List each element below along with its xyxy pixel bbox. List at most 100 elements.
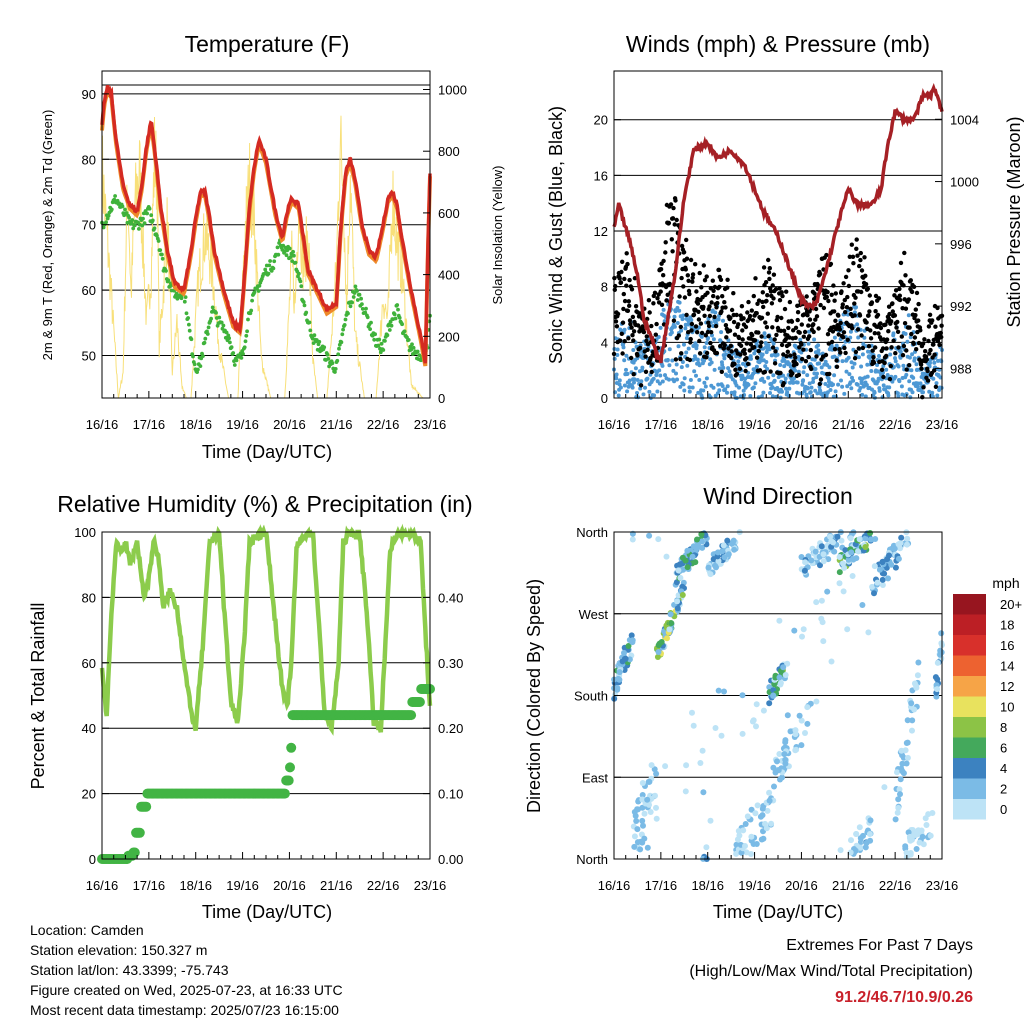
wind-gust-point	[928, 347, 933, 353]
wind-gust-point	[830, 329, 836, 334]
wind-gust-point	[629, 355, 634, 361]
wind-speed-point	[697, 363, 702, 368]
direction-point	[631, 843, 638, 850]
wind-gust-point	[854, 246, 859, 251]
wind-gust-point	[808, 347, 813, 353]
wind-gust-point	[663, 240, 668, 245]
wind-gust-point	[904, 367, 909, 372]
wind-speed-point	[888, 352, 893, 357]
humidity-ytick-label: 100	[74, 525, 96, 540]
wind-gust-point	[853, 295, 858, 300]
wind-speed-point	[839, 378, 843, 383]
wind-gust-point	[793, 325, 799, 330]
wind-speed-point	[766, 375, 771, 380]
direction-point	[715, 558, 722, 564]
wind-gust-point	[684, 312, 689, 318]
direction-point	[782, 760, 789, 767]
direction-point	[739, 692, 746, 699]
wind-gust-point	[863, 282, 869, 287]
direction-point	[896, 786, 903, 793]
wind-speed-point	[660, 379, 665, 384]
wind-speed-point	[935, 393, 940, 398]
wind-gust-point	[786, 342, 792, 347]
wind-speed-point	[858, 386, 863, 390]
dewpoint-point	[142, 221, 147, 226]
direction-point	[753, 723, 759, 730]
direction-point	[867, 817, 874, 824]
wind-gust-point	[626, 299, 631, 304]
dewpoint-point	[183, 295, 188, 299]
wind-gust-point	[678, 356, 683, 362]
wind-gust-point	[823, 352, 829, 358]
wind-gust-point	[775, 314, 780, 320]
pressure-ytick-label: 1004	[950, 112, 979, 127]
insolation-ytick-label: 0	[438, 391, 445, 406]
dewpoint-point	[395, 303, 400, 307]
dewpoint-point	[406, 338, 411, 342]
wind-gust-point	[631, 338, 636, 343]
humidity-xtick-label: 19/16	[226, 878, 259, 893]
dewpoint-point	[346, 311, 350, 316]
wind-gust-point	[738, 352, 743, 357]
direction-point	[879, 582, 886, 588]
direction-point	[725, 551, 732, 558]
wind-speed-point	[640, 365, 645, 370]
direction-point	[748, 833, 755, 840]
wind-speed-point	[851, 378, 856, 383]
wind-gust-point	[801, 347, 806, 352]
wind-gust-point	[715, 300, 720, 306]
wind-speed-point	[802, 365, 807, 370]
dewpoint-point	[387, 328, 392, 332]
legend-label: 12	[1000, 679, 1014, 694]
dewpoint-point	[317, 339, 322, 344]
wind-gust-point	[641, 329, 647, 335]
direction-point	[770, 764, 777, 771]
wind-speed-point	[711, 385, 716, 390]
direction-point	[874, 579, 881, 586]
wind-gust-point	[871, 355, 876, 360]
direction-point	[712, 562, 719, 569]
wind-speed-point	[911, 375, 916, 380]
wind-speed-point	[877, 354, 881, 358]
direction-ylabel: Direction (Colored By Speed)	[524, 579, 544, 813]
insolation-ytick-label: 600	[438, 206, 460, 221]
direction-point	[782, 672, 789, 678]
wind-gust-point	[625, 261, 630, 267]
dewpoint-point	[140, 223, 145, 228]
wind-speed-point	[708, 357, 713, 362]
wind-speed-point	[859, 364, 864, 369]
dewpoint-point	[243, 339, 248, 344]
wind-speed-point	[865, 362, 870, 367]
wind-speed-point	[680, 317, 685, 322]
direction-point	[781, 751, 788, 758]
direction-point	[637, 846, 644, 853]
wind-gust-point	[794, 361, 799, 367]
dewpoint-point	[168, 284, 173, 289]
wind-speed-point	[798, 337, 803, 342]
wind-gust-point	[779, 290, 784, 295]
wind-speed-point	[809, 385, 814, 390]
wind-gust-point	[867, 309, 872, 314]
wind-gust-point	[748, 342, 754, 347]
wind-gust-point	[622, 276, 627, 282]
direction-point	[913, 846, 920, 852]
dewpoint-point	[268, 259, 272, 263]
wind-speed-point	[732, 390, 737, 395]
wind-speed-point	[778, 363, 783, 367]
wind-gust-point	[708, 340, 713, 346]
wind-gust-point	[921, 385, 926, 390]
wind-gust-point	[793, 335, 798, 340]
dewpoint-point	[246, 317, 250, 322]
temperature-ytick-label: 50	[82, 348, 96, 363]
wind-speed-point	[869, 369, 874, 373]
wind-gust-point	[904, 348, 909, 353]
dewpoint-point	[192, 362, 197, 367]
wind-speed-point	[910, 352, 915, 357]
direction-point	[703, 844, 710, 851]
wind-gust-point	[696, 309, 701, 314]
dewpoint-point	[307, 320, 312, 325]
wind-gust-point	[911, 341, 916, 346]
direction-point	[818, 615, 825, 622]
rainfall-ytick-label: 0.30	[438, 656, 463, 671]
